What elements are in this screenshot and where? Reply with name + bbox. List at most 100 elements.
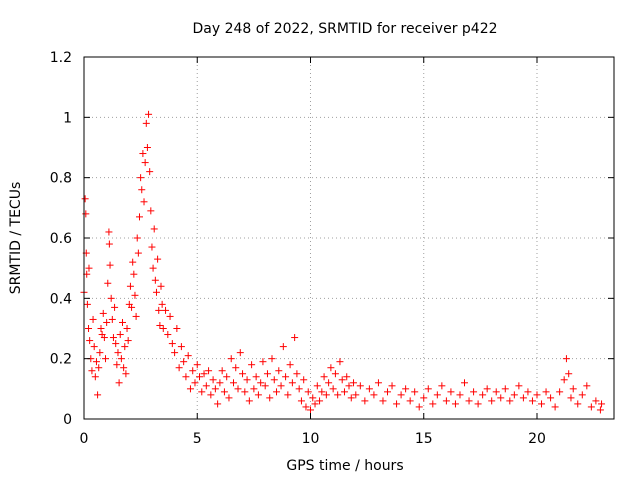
data-point (343, 373, 351, 381)
data-point (130, 270, 138, 278)
data-point (266, 394, 274, 402)
data-point (99, 309, 107, 317)
data-point (538, 400, 546, 408)
data-point (122, 370, 130, 378)
data-point (175, 364, 183, 372)
data-point (121, 343, 129, 351)
y-tick-label: 0.2 (50, 352, 72, 368)
data-point (270, 376, 278, 384)
data-point (313, 382, 321, 390)
data-point (259, 358, 267, 366)
data-point (112, 340, 120, 348)
data-point (159, 325, 167, 332)
data-point (252, 373, 260, 381)
data-point (542, 388, 550, 396)
data-point (411, 388, 419, 396)
data-point (202, 382, 210, 390)
data-point (223, 373, 231, 381)
y-tick-label: 0.8 (50, 171, 72, 187)
data-point (171, 349, 179, 357)
data-point (397, 391, 405, 399)
data-point (356, 382, 364, 390)
data-point (138, 186, 146, 194)
data-point (587, 403, 595, 411)
data-point (117, 355, 125, 363)
data-points (80, 110, 606, 414)
data-point (331, 370, 339, 378)
data-point (528, 397, 536, 405)
data-point (243, 376, 251, 384)
data-point (519, 394, 527, 402)
y-tick-label: 0.6 (50, 231, 72, 247)
data-point (96, 349, 104, 357)
data-point (100, 334, 108, 342)
data-point (300, 376, 308, 384)
data-point (442, 397, 450, 405)
data-point (515, 382, 523, 390)
data-point (119, 318, 127, 326)
data-point (109, 334, 117, 342)
data-point (583, 382, 591, 390)
data-point (340, 388, 348, 396)
data-point (293, 370, 301, 378)
data-point (461, 379, 469, 387)
data-point (150, 225, 158, 233)
data-point (234, 385, 242, 393)
y-axis-label: SRMTID / TECUs (8, 182, 24, 295)
data-point (470, 388, 478, 396)
data-point (145, 110, 153, 118)
data-point (365, 385, 373, 393)
data-point (216, 379, 224, 387)
data-point (85, 264, 93, 272)
x-tick-label: 15 (415, 431, 433, 447)
chart-title: Day 248 of 2022, SRMTID for receiver p42… (192, 21, 497, 37)
data-point (406, 397, 414, 405)
data-point (154, 255, 162, 263)
data-point (166, 312, 174, 320)
data-point (433, 391, 441, 399)
y-tick-label: 1 (63, 110, 72, 126)
data-point (338, 376, 346, 384)
data-point (227, 355, 235, 363)
data-point (268, 355, 276, 363)
data-point (86, 337, 94, 345)
data-point (157, 282, 165, 290)
data-point (105, 240, 113, 248)
x-tick-label: 0 (80, 431, 89, 447)
x-tick-label: 10 (302, 431, 320, 447)
data-point (318, 388, 326, 396)
data-point (132, 312, 140, 320)
data-point (155, 306, 163, 314)
data-point (173, 325, 181, 332)
data-point (220, 388, 228, 396)
data-point (316, 397, 324, 405)
data-point (273, 388, 281, 396)
data-point (97, 325, 105, 332)
data-point (277, 382, 285, 390)
x-axis-ticks: 0 5 10 15 20 (80, 57, 546, 447)
data-point (291, 334, 299, 342)
data-point (102, 355, 110, 363)
data-point (158, 300, 166, 308)
data-point (189, 367, 197, 375)
data-point (284, 391, 292, 399)
data-point (506, 397, 514, 405)
data-point (184, 352, 192, 360)
data-point (361, 397, 369, 405)
data-point (140, 198, 148, 206)
data-point (451, 400, 459, 408)
data-point (180, 358, 188, 366)
data-point (232, 364, 240, 372)
x-tick-label: 20 (528, 431, 546, 447)
data-point (497, 394, 505, 402)
data-point (198, 388, 206, 396)
data-point (578, 391, 586, 399)
data-point (424, 385, 432, 393)
data-point (88, 367, 96, 375)
data-point (205, 367, 213, 375)
grid-lines (84, 57, 614, 419)
data-point (123, 325, 131, 332)
data-point (533, 391, 541, 399)
data-point (106, 261, 114, 269)
data-point (83, 300, 91, 308)
